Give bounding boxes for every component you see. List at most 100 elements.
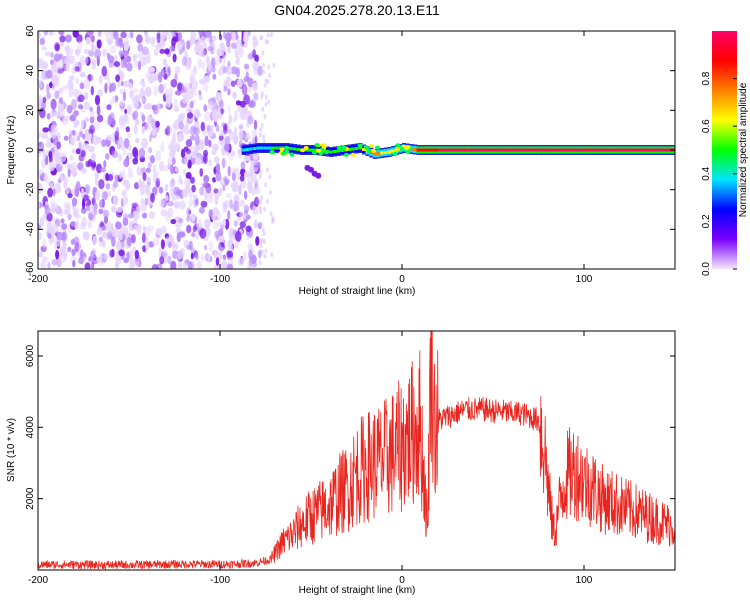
noise-speckle	[58, 97, 64, 105]
noise-speckle	[215, 124, 220, 132]
noise-speckle	[187, 159, 192, 169]
noise-speckle	[222, 46, 227, 52]
band-core	[274, 146, 279, 150]
noise-speckle	[199, 168, 204, 177]
noise-speckle	[81, 198, 86, 210]
noise-speckle	[240, 161, 246, 170]
noise-speckle	[75, 214, 81, 220]
noise-speckle	[167, 200, 174, 207]
noise-speckle	[222, 218, 227, 228]
noise-speckle	[183, 168, 187, 176]
noise-speckle	[262, 63, 266, 69]
spectrogram-y-axis: -60 -40 -20 0 20 40 60	[25, 25, 675, 276]
noise-speckle	[125, 55, 132, 63]
snr-y-tick-label: 6000	[25, 344, 36, 367]
noise-speckle	[47, 187, 53, 198]
noise-speckle	[200, 200, 208, 208]
band-core	[329, 150, 334, 154]
noise-speckle	[191, 184, 196, 193]
noise-speckle	[151, 264, 159, 269]
noise-speckle	[79, 55, 87, 66]
band-core	[351, 147, 356, 151]
noise-speckle	[101, 65, 108, 77]
noise-speckle	[253, 119, 258, 131]
noise-speckle	[123, 257, 129, 263]
spectrogram-y-tick-label: 40	[25, 65, 36, 77]
band-core	[336, 149, 341, 153]
noise-speckle	[47, 262, 51, 269]
noise-speckle	[44, 51, 51, 57]
noise-speckle	[174, 66, 181, 74]
noise-speckle	[80, 249, 84, 260]
band-core	[565, 148, 570, 152]
noise-speckle	[211, 214, 215, 220]
noise-speckle	[38, 132, 41, 139]
noise-speckle	[74, 66, 80, 72]
band-core	[354, 147, 359, 150]
noise-speckle	[44, 200, 49, 207]
noise-speckle	[170, 260, 177, 269]
band-core	[602, 148, 607, 152]
noise-speckle	[227, 165, 231, 177]
noise-speckle	[111, 205, 117, 213]
noise-speckle	[84, 262, 91, 269]
band-core	[427, 148, 432, 152]
noise-speckle	[126, 236, 132, 247]
noise-speckle	[77, 162, 84, 171]
noise-speckle	[144, 34, 150, 44]
noise-speckle	[185, 139, 193, 147]
noise-speckle	[70, 238, 76, 245]
noise-speckle	[111, 227, 116, 239]
noise-speckle	[123, 138, 130, 149]
band-core	[263, 146, 268, 150]
noise-speckle	[231, 150, 236, 156]
noise-speckle	[153, 48, 159, 57]
noise-speckle	[148, 146, 153, 154]
noise-speckle	[164, 256, 168, 264]
noise-speckle	[165, 125, 171, 136]
noise-speckle	[104, 82, 108, 94]
band-core	[631, 148, 636, 152]
band-blob	[323, 150, 329, 155]
noise-speckle	[239, 109, 246, 120]
noise-speckle	[172, 53, 177, 63]
band-core	[518, 148, 523, 152]
noise-speckle	[216, 170, 222, 182]
noise-speckle	[258, 206, 262, 212]
noise-speckle	[90, 152, 96, 161]
noise-speckle	[159, 198, 165, 208]
noise-speckle	[41, 133, 49, 139]
noise-speckle	[204, 191, 208, 200]
noise-speckle	[239, 47, 244, 58]
noise-speckle	[50, 52, 54, 58]
noise-speckle	[91, 197, 95, 205]
noise-speckle	[50, 98, 57, 110]
noise-speckle	[167, 157, 171, 169]
noise-speckle	[189, 76, 195, 85]
noise-speckle	[186, 224, 192, 234]
colorbar-tick-label: 0.6	[701, 119, 712, 133]
noise-speckle	[128, 82, 133, 90]
band-blob	[341, 145, 347, 150]
noise-speckle	[126, 172, 134, 178]
noise-speckle	[200, 35, 206, 44]
band-blob	[269, 150, 275, 154]
noise-speckle	[263, 114, 267, 119]
noise-speckle	[94, 175, 99, 187]
band-blob	[289, 152, 295, 157]
noise-speckle	[153, 104, 158, 115]
noise-speckle	[138, 183, 143, 190]
noise-speckle	[259, 127, 263, 133]
noise-speckle	[41, 101, 47, 110]
noise-speckle	[259, 169, 263, 175]
noise-speckle	[160, 239, 165, 250]
band-core	[362, 148, 367, 151]
noise-speckle	[251, 261, 258, 268]
noise-speckle	[142, 212, 148, 219]
noise-speckle	[124, 37, 129, 47]
band-core	[471, 148, 476, 152]
noise-speckle	[204, 244, 207, 251]
noise-speckle	[170, 78, 178, 88]
noise-speckle	[98, 74, 103, 85]
band-blob	[363, 145, 369, 150]
